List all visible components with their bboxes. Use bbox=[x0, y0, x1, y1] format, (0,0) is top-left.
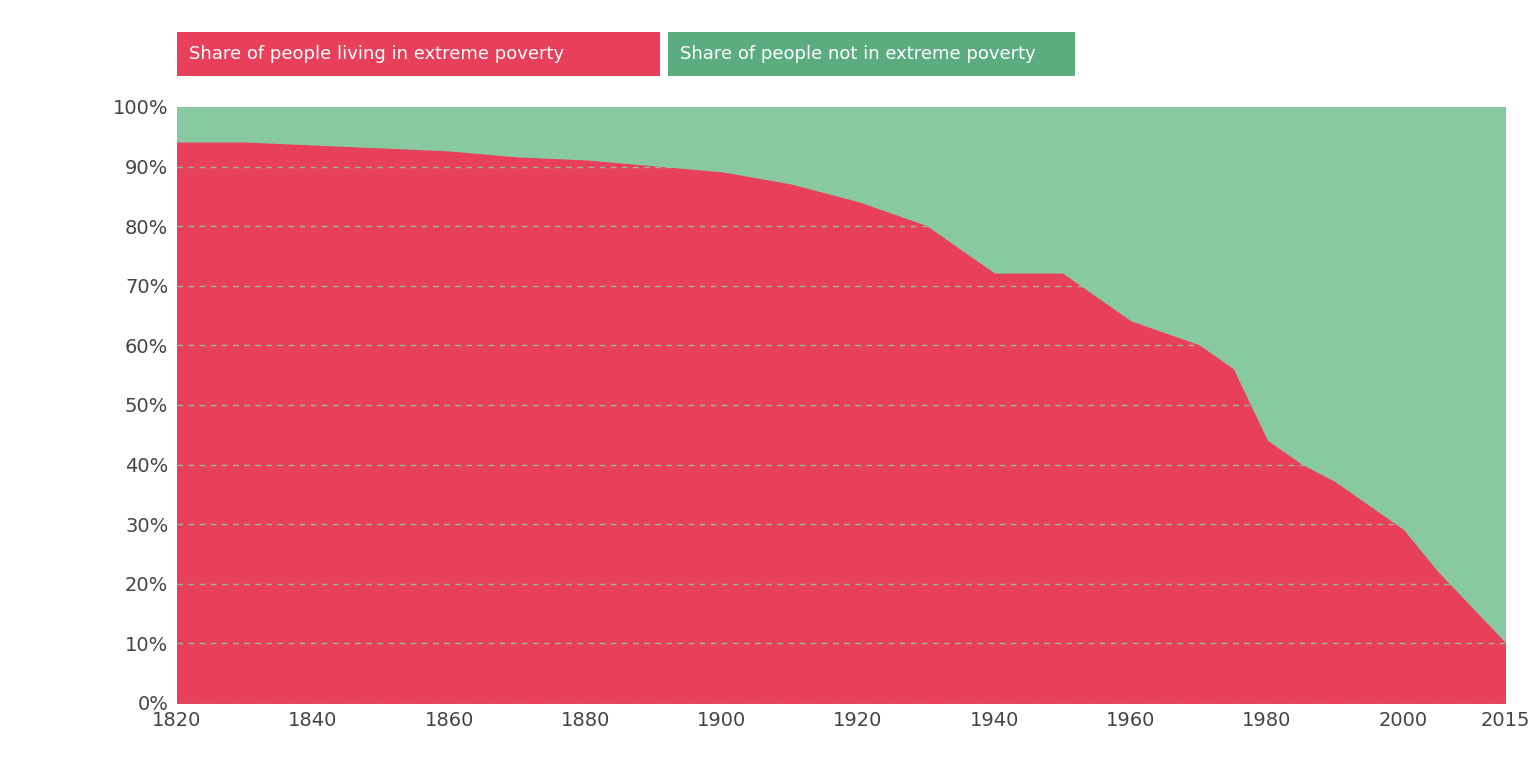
Text: Share of people not in extreme poverty: Share of people not in extreme poverty bbox=[680, 45, 1037, 63]
Text: Share of people living in extreme poverty: Share of people living in extreme povert… bbox=[189, 45, 564, 63]
